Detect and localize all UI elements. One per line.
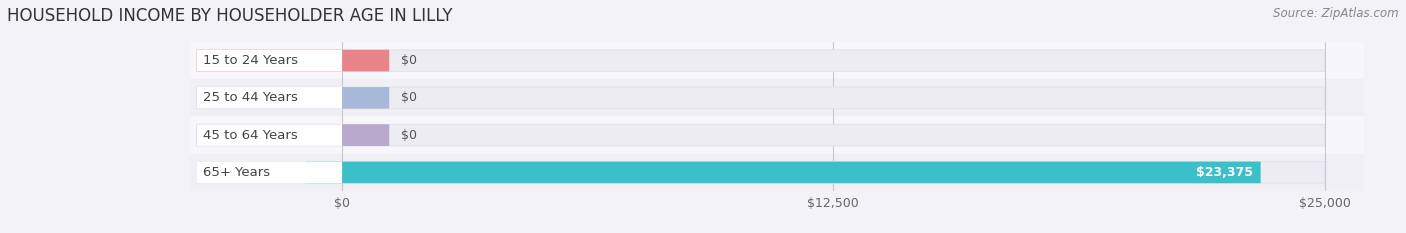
Bar <box>190 79 1364 116</box>
Text: Source: ZipAtlas.com: Source: ZipAtlas.com <box>1274 7 1399 20</box>
FancyBboxPatch shape <box>197 50 1324 71</box>
Text: 25 to 44 Years: 25 to 44 Years <box>202 91 298 104</box>
FancyBboxPatch shape <box>197 50 389 71</box>
Bar <box>190 42 1364 79</box>
FancyBboxPatch shape <box>197 124 1324 146</box>
Bar <box>190 154 1364 191</box>
FancyBboxPatch shape <box>197 162 1324 183</box>
Text: $0: $0 <box>401 129 418 142</box>
FancyBboxPatch shape <box>197 87 1324 109</box>
FancyBboxPatch shape <box>305 162 1261 183</box>
Text: $0: $0 <box>401 91 418 104</box>
Text: $0: $0 <box>401 54 418 67</box>
Text: $23,375: $23,375 <box>1197 166 1253 179</box>
Text: 15 to 24 Years: 15 to 24 Years <box>202 54 298 67</box>
FancyBboxPatch shape <box>197 87 342 109</box>
FancyBboxPatch shape <box>197 87 389 109</box>
Text: HOUSEHOLD INCOME BY HOUSEHOLDER AGE IN LILLY: HOUSEHOLD INCOME BY HOUSEHOLDER AGE IN L… <box>7 7 453 25</box>
FancyBboxPatch shape <box>197 50 342 71</box>
Text: 45 to 64 Years: 45 to 64 Years <box>202 129 297 142</box>
Text: 65+ Years: 65+ Years <box>202 166 270 179</box>
Bar <box>190 116 1364 154</box>
FancyBboxPatch shape <box>197 162 342 183</box>
FancyBboxPatch shape <box>197 124 389 146</box>
FancyBboxPatch shape <box>197 124 342 146</box>
